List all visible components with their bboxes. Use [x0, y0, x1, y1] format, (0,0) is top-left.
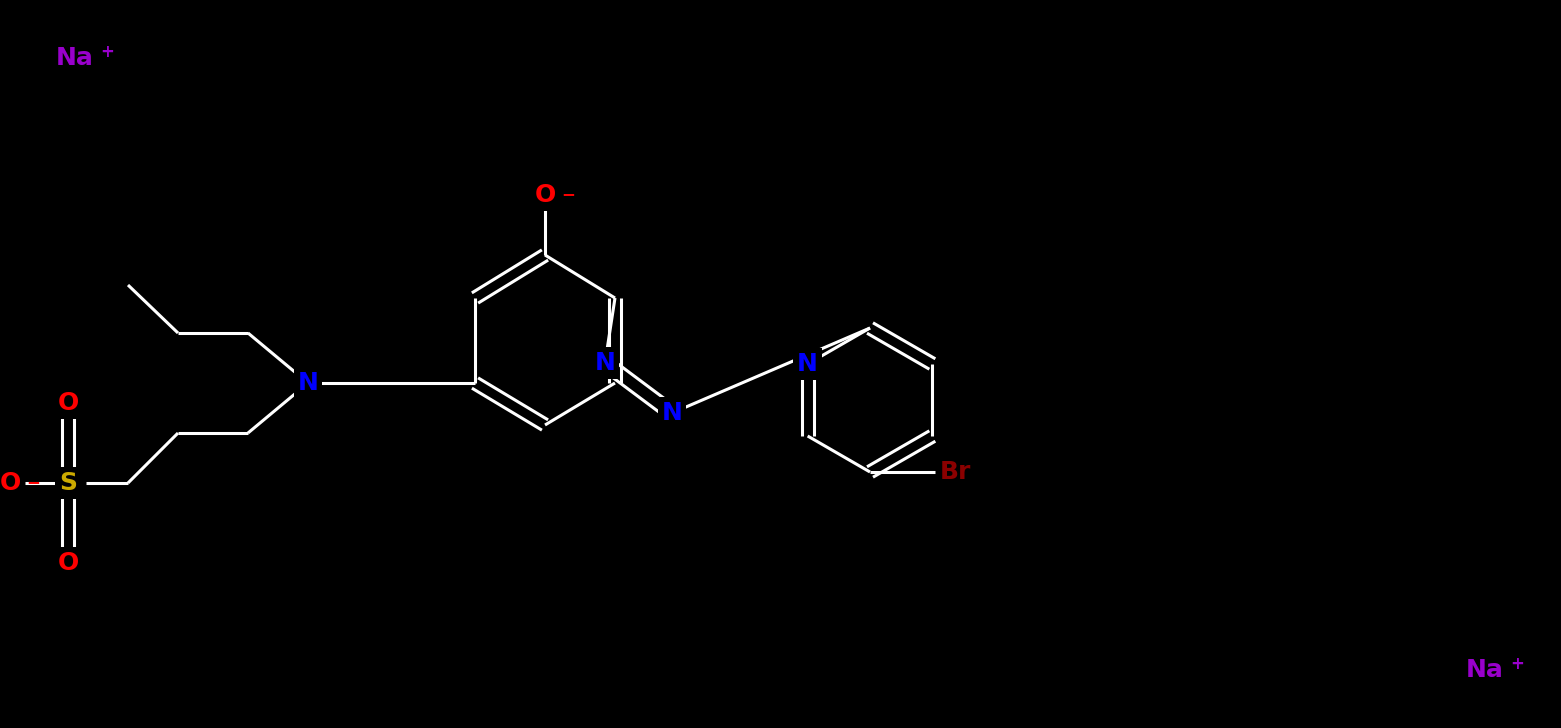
Text: O: O	[534, 183, 556, 207]
Text: O: O	[0, 471, 20, 495]
Text: Br: Br	[940, 460, 971, 484]
Text: +: +	[1509, 655, 1524, 673]
Text: S: S	[59, 471, 76, 495]
Text: N: N	[595, 351, 615, 375]
Text: O: O	[58, 391, 78, 415]
Text: N: N	[798, 352, 818, 376]
Text: N: N	[298, 371, 318, 395]
Text: −: −	[560, 185, 574, 203]
Text: O: O	[58, 551, 78, 575]
Text: N: N	[662, 401, 682, 425]
Text: Na: Na	[56, 46, 94, 70]
Text: Na: Na	[1466, 658, 1503, 682]
Text: −: −	[27, 473, 41, 491]
Text: +: +	[100, 43, 114, 61]
